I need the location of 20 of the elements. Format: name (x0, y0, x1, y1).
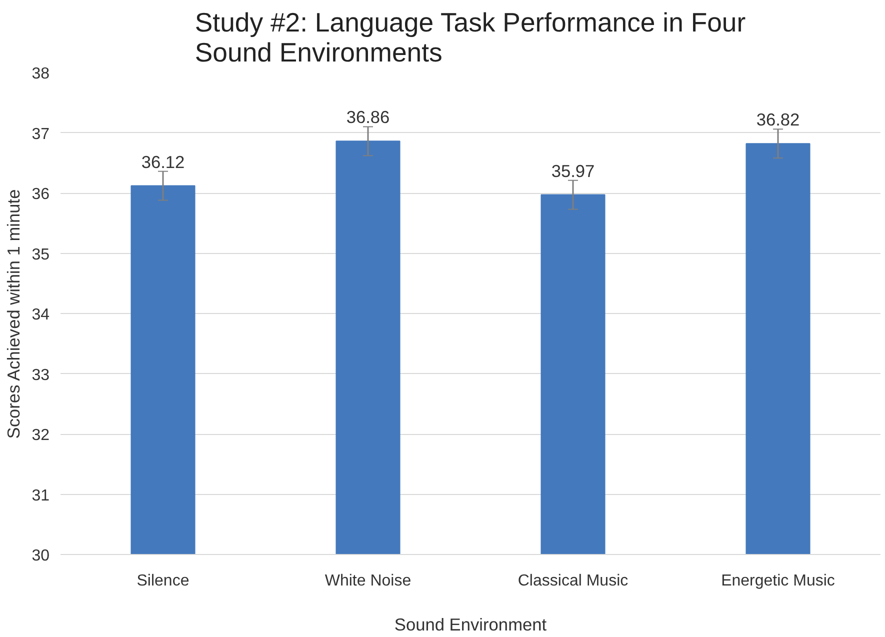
y-tick-label: 30 (32, 548, 50, 564)
chart-title: Study #2: Language Task Performance in Four Sound Environments (194, 8, 746, 68)
y-axis-title: Scores Achieved within 1 minute (4, 189, 24, 439)
y-tick-label: 36 (32, 186, 50, 203)
x-tick-label: Energetic Music (721, 572, 835, 590)
x-tick-label: White Noise (324, 572, 412, 590)
data-label: 36.12 (141, 152, 185, 172)
data-label: 35.97 (551, 160, 595, 181)
y-tick-label: 37 (32, 126, 50, 143)
y-tick-label: 32 (32, 427, 50, 444)
y-tick-label: 38 (32, 66, 50, 82)
x-axis-title: Sound Environment (394, 614, 547, 634)
data-label: 36.82 (756, 110, 800, 130)
y-tick-label: 35 (32, 246, 50, 264)
x-tick-label: Silence (136, 572, 190, 590)
data-label: 36.86 (346, 107, 390, 128)
y-tick-label: 33 (32, 366, 50, 384)
x-tick-label: Classical Music (518, 572, 628, 590)
y-tick-label: 34 (32, 306, 50, 324)
y-tick-label: 31 (32, 487, 50, 504)
